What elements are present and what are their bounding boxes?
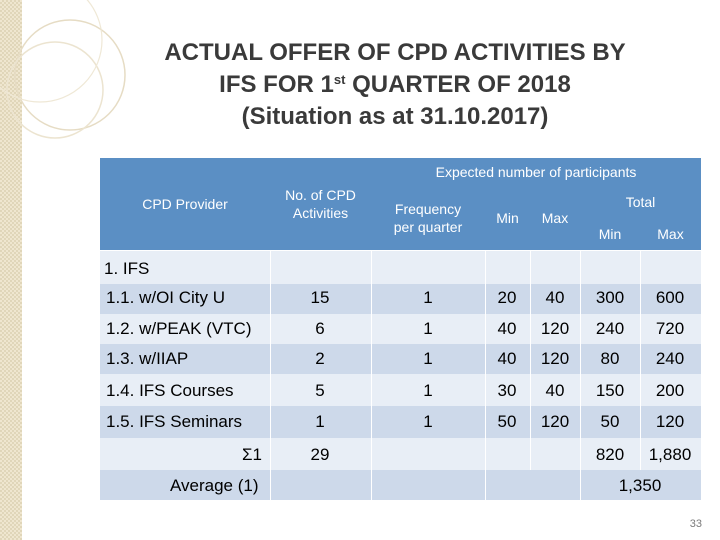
cell-provider: 1.2. w/PEAK (VTC) <box>106 319 252 338</box>
cell-max: 120 <box>540 412 570 431</box>
section-band <box>100 250 701 284</box>
cell-frequency: 1 <box>423 349 433 368</box>
cell-total-max: 720 <box>655 319 685 338</box>
header-total: Total <box>580 186 701 219</box>
cell-activities: 2 <box>315 349 325 368</box>
sum-total-max: 1,880 <box>648 445 692 464</box>
header-no-of-activities: No. of CPD Activities <box>270 158 371 250</box>
cell-total-min: 300 <box>595 288 625 307</box>
table-row <box>100 344 701 374</box>
average-label: Average (1) <box>170 476 259 495</box>
cell-frequency: 1 <box>423 319 433 338</box>
cell-total-min: 80 <box>600 349 620 368</box>
cell-min: 40 <box>497 349 517 368</box>
header-total-min: Min <box>580 219 640 250</box>
cell-provider: 1.5. IFS Seminars <box>106 412 243 431</box>
average-total: 1,350 <box>618 476 662 495</box>
cell-total-max: 120 <box>655 412 685 431</box>
cell-min: 30 <box>497 381 517 400</box>
cell-frequency: 1 <box>423 288 433 307</box>
header-provider: CPD Provider <box>100 158 270 250</box>
decorative-side-strip <box>0 0 22 540</box>
cell-total-max: 200 <box>655 381 685 400</box>
header-expected-participants: Expected number of participants <box>371 158 701 186</box>
page-number: 33 <box>689 518 702 530</box>
cell-max: 40 <box>545 288 565 307</box>
cell-frequency: 1 <box>423 381 433 400</box>
cell-activities: 1 <box>315 412 325 431</box>
table-row <box>100 374 701 406</box>
decorative-rings <box>0 0 126 139</box>
cell-total-max: 240 <box>655 349 685 368</box>
title-line-2: IFS FOR 1st QUARTER OF 2018 <box>219 71 571 98</box>
cell-min: 40 <box>497 319 517 338</box>
cell-activities: 5 <box>315 381 325 400</box>
cell-activities: 6 <box>315 319 325 338</box>
header-max: Max <box>530 186 580 250</box>
cell-total-max: 600 <box>655 288 685 307</box>
header-total-max: Max <box>640 219 701 250</box>
sum-label: Σ1 <box>242 445 262 464</box>
table-row <box>100 406 701 438</box>
sum-row <box>100 438 701 470</box>
cell-max: 120 <box>540 319 570 338</box>
sum-activities: 29 <box>310 445 330 464</box>
cell-total-min: 150 <box>595 381 625 400</box>
cell-frequency: 1 <box>423 412 433 431</box>
section-label: 1. IFS <box>104 259 150 278</box>
cell-provider: 1.3. w/IIAP <box>106 349 189 368</box>
title-line-1: ACTUAL OFFER OF CPD ACTIVITIES BY <box>164 39 626 66</box>
cell-provider: 1.1. w/OI City U <box>106 288 226 307</box>
cell-total-min: 50 <box>600 412 620 431</box>
average-row <box>100 470 701 500</box>
cell-min: 20 <box>497 288 517 307</box>
table-row <box>100 314 701 344</box>
header-frequency: Frequency per quarter <box>371 186 485 250</box>
cell-min: 50 <box>497 412 517 431</box>
cell-provider: 1.4. IFS Courses <box>106 381 234 400</box>
title-line-3: (Situation as at 31.10.2017) <box>241 103 549 130</box>
cell-max: 120 <box>540 349 570 368</box>
sum-total-min: 820 <box>595 445 625 464</box>
cell-total-min: 240 <box>595 319 625 338</box>
header-min: Min <box>485 186 530 250</box>
table-row <box>100 284 701 314</box>
cell-activities: 15 <box>310 288 330 307</box>
cell-max: 40 <box>545 381 565 400</box>
